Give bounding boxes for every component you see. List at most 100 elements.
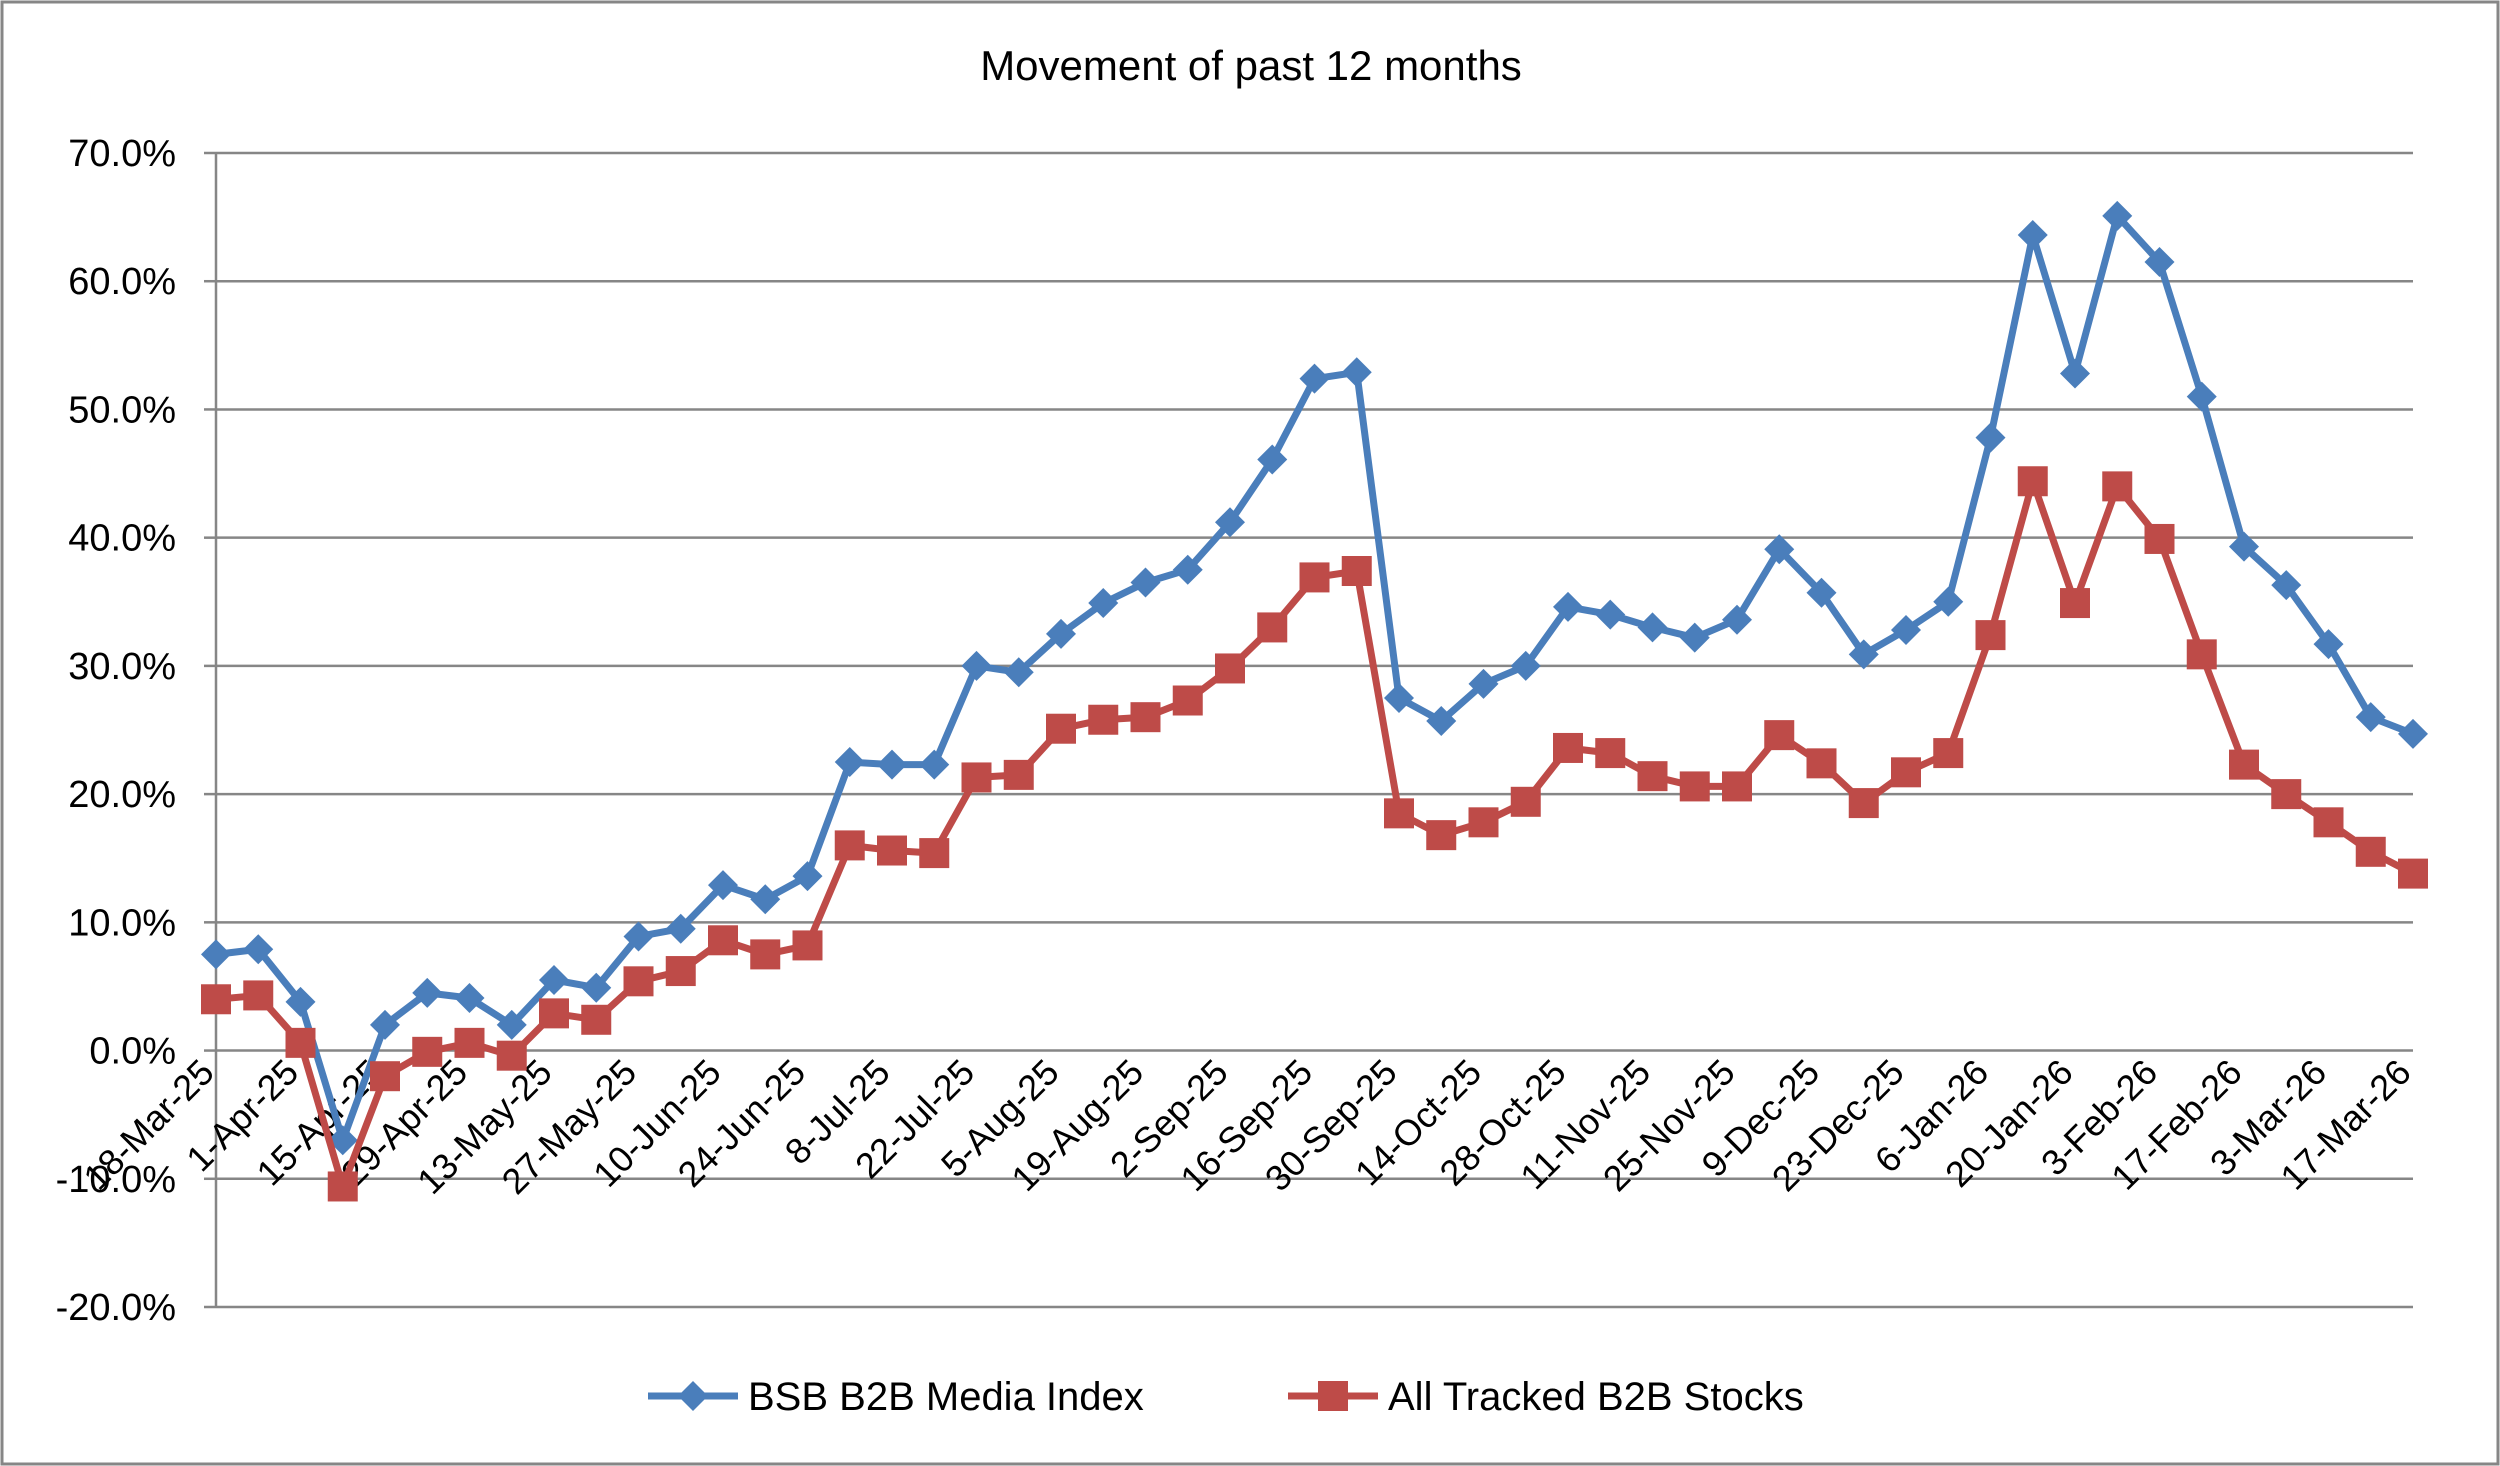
data-point bbox=[961, 762, 992, 793]
data-point bbox=[412, 977, 443, 1008]
data-point bbox=[1341, 357, 1372, 388]
data-point bbox=[1722, 771, 1752, 802]
data-point bbox=[1848, 788, 1879, 819]
series-group bbox=[201, 200, 2428, 1202]
data-point bbox=[1679, 622, 1710, 653]
data-point bbox=[1933, 738, 1964, 769]
data-point bbox=[1468, 807, 1499, 838]
data-point bbox=[2060, 358, 2090, 389]
data-point bbox=[1426, 820, 1457, 851]
data-point bbox=[1553, 591, 1583, 622]
data-point bbox=[834, 830, 865, 861]
data-point bbox=[539, 998, 569, 1029]
data-point bbox=[1679, 771, 1710, 802]
data-point bbox=[1848, 639, 1879, 670]
y-tick-label: 50.0% bbox=[68, 389, 176, 431]
data-point bbox=[623, 966, 654, 997]
data-point bbox=[201, 984, 231, 1015]
data-point bbox=[2398, 718, 2428, 749]
data-point bbox=[1553, 732, 1583, 763]
y-tick-label: 0.0% bbox=[89, 1031, 176, 1073]
data-point bbox=[2186, 639, 2217, 670]
data-point bbox=[285, 1027, 316, 1058]
legend-label-bsb-b2b-media-index: BSB B2B Media Index bbox=[748, 1375, 1144, 1419]
data-point bbox=[1806, 748, 1837, 779]
data-point bbox=[1257, 612, 1288, 643]
data-point bbox=[1130, 567, 1161, 598]
data-point bbox=[665, 913, 696, 944]
legend: BSB B2B Media Index All Tracked B2B Stoc… bbox=[648, 1375, 1804, 1419]
data-point bbox=[2398, 858, 2428, 889]
data-point bbox=[1764, 534, 1795, 565]
data-point bbox=[2017, 466, 2048, 497]
data-point bbox=[792, 861, 823, 892]
data-point bbox=[2355, 836, 2386, 867]
y-tick-label: 40.0% bbox=[68, 518, 176, 560]
data-point bbox=[834, 747, 865, 778]
data-point bbox=[2313, 807, 2344, 838]
data-point bbox=[1510, 786, 1541, 817]
data-point bbox=[2271, 570, 2302, 601]
legend-item-all-tracked-b2b-stocks: All Tracked B2B Stocks bbox=[1288, 1375, 1804, 1419]
data-point bbox=[2017, 220, 2048, 251]
series-all-tracked-b2b-stocks bbox=[201, 466, 2428, 1202]
data-point bbox=[1722, 604, 1752, 635]
data-point bbox=[243, 934, 274, 965]
data-point bbox=[285, 986, 316, 1017]
data-point bbox=[1764, 720, 1795, 751]
y-tick-label: -10.0% bbox=[56, 1159, 176, 1201]
data-point bbox=[1806, 577, 1837, 608]
data-point bbox=[201, 939, 231, 970]
data-point bbox=[1299, 562, 1330, 593]
data-point bbox=[581, 1004, 612, 1035]
data-point bbox=[623, 921, 654, 952]
data-point bbox=[665, 956, 696, 987]
data-point bbox=[1257, 444, 1288, 475]
data-point bbox=[2271, 779, 2302, 810]
data-point bbox=[1595, 599, 1626, 630]
y-tick-label: 20.0% bbox=[68, 774, 176, 816]
data-point bbox=[1130, 702, 1161, 733]
data-point bbox=[1595, 738, 1626, 769]
legend-label-all-tracked-b2b-stocks: All Tracked B2B Stocks bbox=[1388, 1375, 1804, 1419]
data-point bbox=[1215, 653, 1245, 684]
data-point bbox=[1299, 363, 1330, 394]
data-point bbox=[2060, 588, 2090, 619]
data-point bbox=[454, 982, 485, 1013]
data-point bbox=[2144, 523, 2175, 554]
y-tick-label: 10.0% bbox=[68, 902, 176, 944]
data-point bbox=[1003, 759, 1034, 790]
data-point bbox=[496, 1009, 527, 1040]
data-point bbox=[1891, 757, 1921, 788]
legend-item-bsb-b2b-media-index: BSB B2B Media Index bbox=[648, 1375, 1144, 1419]
data-point bbox=[1468, 668, 1499, 699]
data-point bbox=[1088, 704, 1119, 735]
data-point bbox=[708, 870, 738, 901]
data-point bbox=[1046, 618, 1076, 649]
data-point bbox=[2186, 381, 2217, 412]
data-point bbox=[1088, 588, 1119, 619]
data-point bbox=[877, 835, 907, 866]
legend-marker-diamond bbox=[678, 1381, 708, 1411]
data-point bbox=[370, 1009, 400, 1040]
data-point bbox=[1637, 612, 1668, 643]
data-point bbox=[496, 1040, 527, 1071]
data-point bbox=[877, 749, 907, 780]
data-point bbox=[370, 1061, 400, 1092]
data-point bbox=[2355, 702, 2386, 733]
data-point bbox=[1933, 586, 1964, 617]
data-point bbox=[2102, 200, 2133, 231]
data-point bbox=[792, 930, 823, 961]
data-point bbox=[750, 884, 781, 915]
data-point bbox=[2229, 749, 2259, 780]
y-tick-label: 30.0% bbox=[68, 646, 176, 688]
legend-marker-square bbox=[1318, 1381, 1348, 1411]
data-point bbox=[1975, 620, 2006, 651]
data-point bbox=[1426, 706, 1457, 737]
data-point bbox=[2102, 471, 2133, 502]
data-point bbox=[1891, 614, 1921, 645]
chart-title: Movement of past 12 months bbox=[980, 42, 1522, 89]
grid-lines bbox=[204, 151, 2413, 1309]
data-point bbox=[1172, 554, 1203, 585]
